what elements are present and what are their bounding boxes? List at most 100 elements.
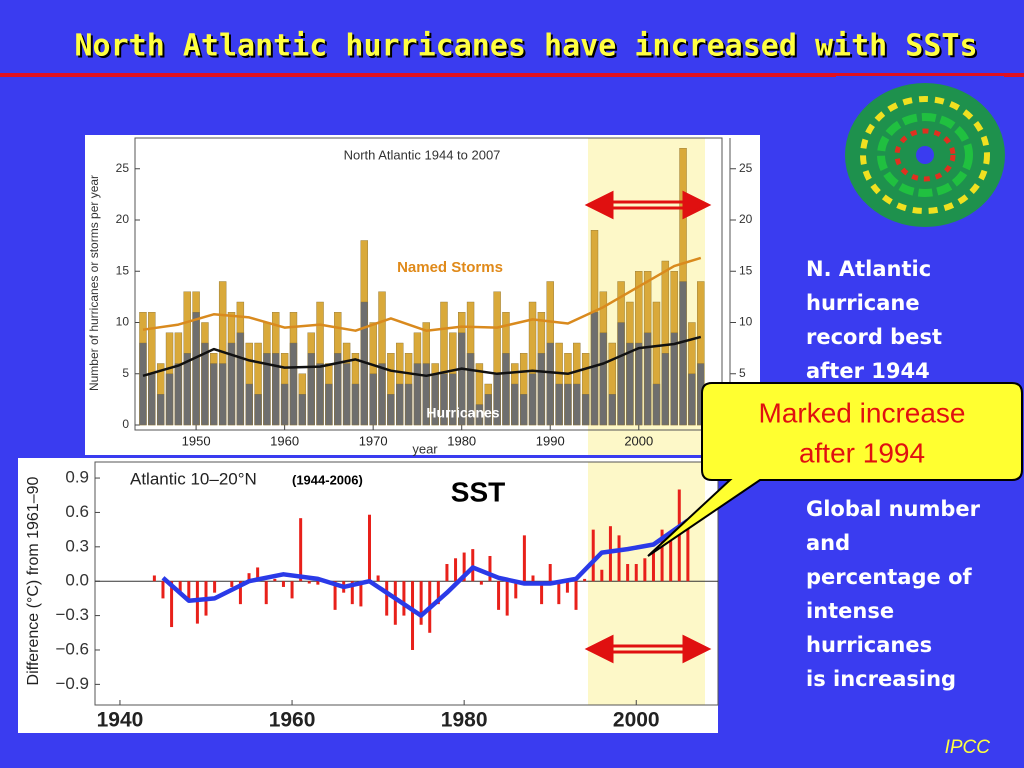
smoothed-line	[142, 256, 702, 332]
bar	[422, 363, 430, 426]
bar	[497, 581, 501, 610]
y-axis-label: Number of hurricanes or storms per year	[87, 175, 101, 391]
bar	[378, 363, 386, 426]
bar	[454, 558, 458, 582]
note-line: is increasing	[806, 667, 956, 691]
bar	[165, 373, 174, 426]
bar	[201, 342, 209, 426]
y-tick-label: 15	[116, 263, 130, 277]
bar	[440, 373, 448, 426]
bar	[661, 353, 670, 426]
bar	[289, 342, 298, 426]
bar	[436, 581, 440, 605]
x-tick-label: 2000	[613, 709, 660, 732]
smoothed-line	[142, 335, 702, 378]
y-tick-label: 20	[739, 212, 753, 226]
bar	[280, 383, 289, 426]
bar	[385, 581, 389, 616]
bar	[537, 353, 546, 426]
plot-frame	[94, 461, 719, 706]
bar	[608, 394, 616, 426]
bar	[581, 394, 590, 426]
bar	[264, 581, 268, 605]
bar	[511, 383, 519, 426]
bar	[307, 581, 311, 584]
bar	[462, 552, 466, 582]
bar	[488, 555, 492, 582]
bar	[528, 373, 537, 426]
bar	[669, 541, 673, 582]
bar	[183, 353, 191, 426]
bar	[540, 581, 544, 605]
bar	[564, 383, 572, 426]
bar	[156, 394, 165, 426]
bar	[210, 363, 218, 426]
sst-label: SST	[451, 476, 505, 507]
bar	[342, 363, 351, 426]
y-tick-label: 5	[739, 366, 746, 380]
bar	[519, 394, 528, 426]
x-tick-label: 1960	[270, 433, 299, 448]
y-tick-label: 0.0	[65, 571, 89, 590]
y-tick-label: 25	[116, 161, 130, 175]
bar	[652, 383, 661, 426]
highlight-1994	[588, 462, 705, 705]
bar	[195, 581, 199, 624]
y-tick-label: 15	[739, 263, 753, 277]
bar	[273, 578, 277, 582]
bar	[393, 581, 397, 625]
bar	[359, 581, 363, 607]
title-rule	[0, 73, 1024, 77]
bar	[514, 581, 518, 599]
bar	[350, 581, 354, 605]
chart-title: North Atlantic 1944 to 2007	[344, 147, 501, 162]
bar	[376, 575, 380, 582]
x-axis-label: year	[412, 441, 438, 456]
callout: Marked increase after 1994	[647, 382, 1023, 557]
bar	[272, 353, 280, 426]
bar	[307, 353, 315, 426]
note-line: percentage of	[806, 565, 972, 589]
series-label: Hurricanes	[426, 405, 499, 421]
bar	[573, 383, 581, 426]
bar	[148, 373, 156, 426]
bar	[396, 383, 404, 426]
note-line: N. Atlantic	[806, 257, 931, 281]
bar	[617, 535, 621, 582]
bar	[557, 581, 561, 605]
bar	[351, 383, 360, 426]
bar	[254, 394, 262, 426]
bar	[369, 373, 377, 426]
bar	[404, 383, 413, 426]
chart-title: Atlantic 10–20°N	[130, 469, 257, 488]
bar	[325, 383, 333, 426]
bar	[626, 342, 634, 426]
bar	[333, 581, 337, 610]
x-tick-label: 1970	[359, 433, 388, 448]
note-line: and	[806, 531, 850, 555]
bar	[174, 363, 183, 426]
bar	[299, 518, 303, 582]
bar	[643, 558, 647, 582]
y-tick-label: 0.3	[65, 536, 89, 555]
y-tick-label: 0	[122, 417, 129, 431]
note-line: after 1944	[806, 359, 930, 383]
bar	[170, 581, 174, 628]
bar	[475, 404, 484, 426]
bar	[590, 312, 599, 426]
title-shadow: North Atlantic hurricanes have increased…	[76, 31, 979, 66]
bar	[479, 581, 483, 585]
bar	[502, 353, 510, 426]
source: IPCC	[945, 737, 991, 758]
bar	[449, 373, 457, 426]
bar	[236, 332, 245, 426]
bar	[635, 342, 643, 426]
bar	[688, 373, 696, 426]
bar	[626, 564, 630, 582]
y-tick-label: 0.6	[65, 502, 89, 521]
note-line: intense	[806, 599, 894, 623]
bar	[600, 569, 604, 582]
note-line: record best	[806, 325, 942, 349]
bar	[583, 578, 587, 582]
bar	[546, 342, 554, 426]
